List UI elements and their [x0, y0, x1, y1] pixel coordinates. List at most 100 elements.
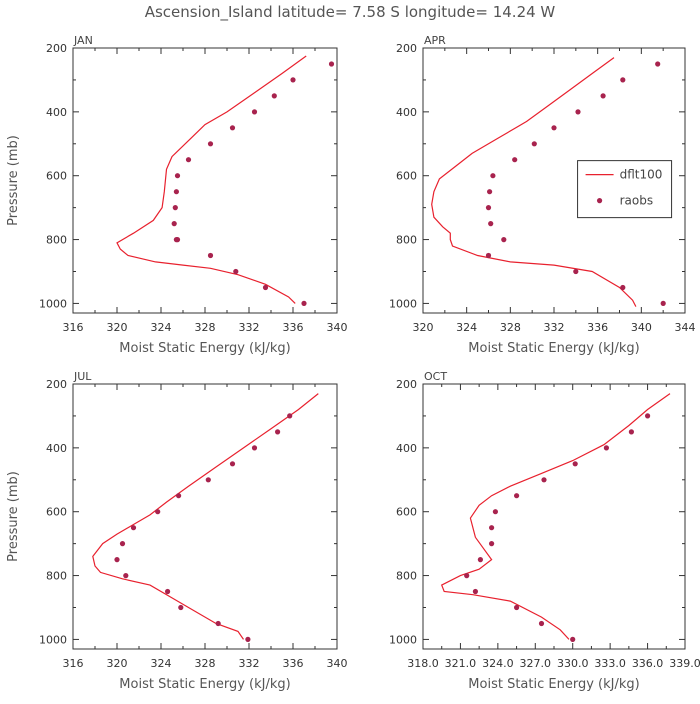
x-axis-label: Moist Static Energy (kJ/kg): [119, 677, 290, 692]
data-point-raobs: [290, 77, 296, 83]
x-tick-label: 320: [107, 657, 128, 670]
legend-entry-raobs: raobs: [620, 194, 654, 208]
y-tick-label: 1000: [39, 633, 67, 646]
figure-title: Ascension_Island latitude= 7.58 S longit…: [145, 3, 556, 22]
data-point-raobs: [233, 268, 239, 275]
x-tick-label: 336.0: [632, 657, 664, 670]
x-tick-label: 318.0: [407, 657, 439, 670]
data-point-raobs: [173, 189, 179, 195]
series-line-dflt100: [92, 393, 319, 640]
x-tick-label: 332: [544, 321, 565, 334]
y-tick-label: 600: [396, 506, 417, 519]
x-tick-label: 324: [151, 321, 172, 334]
data-point-raobs: [575, 109, 581, 115]
data-point-raobs: [501, 237, 507, 243]
x-tick-label: 324: [456, 321, 477, 334]
chart-panel-apr: APR 320 324 328 332 336 340 344 200 400 600 800 1000…: [389, 34, 696, 356]
data-point-raobs: [477, 557, 483, 563]
data-point-raobs: [514, 604, 520, 611]
x-tick-label: 332: [239, 657, 260, 670]
data-point-raobs: [489, 541, 495, 547]
data-point-raobs: [215, 620, 221, 627]
data-point-raobs: [155, 509, 161, 515]
x-tick-label: 340: [327, 321, 348, 334]
data-point-raobs: [551, 125, 557, 131]
y-tick-label: 800: [396, 570, 417, 583]
data-point-raobs: [472, 588, 478, 595]
y-tick-label: 1000: [39, 297, 67, 310]
plot-frame: [422, 383, 686, 650]
data-point-raobs: [173, 237, 179, 243]
data-point-raobs: [130, 525, 137, 531]
y-axis-label: Pressure (mb): [6, 471, 21, 562]
data-point-raobs: [174, 173, 181, 179]
x-tick-label: 344: [675, 321, 696, 334]
data-point-raobs: [655, 61, 661, 67]
data-point-raobs: [114, 557, 120, 563]
x-tick-label: 339.0: [669, 657, 700, 670]
data-point-raobs: [512, 157, 518, 163]
x-tick-label: 320: [413, 321, 434, 334]
x-tick-label: 328: [500, 321, 521, 334]
data-point-raobs: [165, 588, 171, 595]
data-point-raobs: [275, 429, 281, 435]
data-point-raobs: [600, 93, 606, 99]
data-point-raobs: [271, 93, 277, 99]
data-point-raobs: [207, 141, 214, 147]
data-point-raobs: [620, 284, 626, 291]
chart-panel-oct: OCT 318.0 321.0 324.0 327.0 330.0 333.0 336.0 33…: [389, 370, 700, 692]
data-point-raobs: [171, 221, 177, 227]
panel-title: JUL: [73, 370, 92, 383]
x-tick-label: 324.0: [482, 657, 514, 670]
x-tick-label: 328: [195, 657, 216, 670]
y-tick-label: 1000: [389, 297, 417, 310]
data-point-raobs: [573, 268, 579, 275]
y-tick-label: 400: [46, 106, 67, 119]
x-tick-label: 330.0: [557, 657, 589, 670]
data-point-raobs: [488, 221, 494, 227]
series-line-dflt100: [431, 57, 637, 307]
data-point-raobs: [538, 620, 545, 627]
y-axis-label: Pressure (mb): [6, 135, 21, 226]
x-tick-label: 340: [631, 321, 652, 334]
data-point-raobs: [572, 461, 578, 467]
y-tick-label: 200: [396, 42, 417, 55]
panel-title: APR: [424, 34, 446, 47]
data-point-raobs: [301, 300, 307, 306]
y-tick-label: 200: [396, 378, 417, 391]
x-tick-label: 336: [283, 321, 304, 334]
plot-frame: [72, 47, 338, 314]
data-point-raobs: [570, 636, 576, 643]
panel-title: JAN: [73, 34, 93, 47]
plot-frame: [72, 383, 338, 650]
panel-title: OCT: [424, 370, 447, 383]
data-point-raobs: [172, 205, 178, 211]
x-tick-label: 327.0: [520, 657, 552, 670]
x-tick-label: 328: [195, 321, 216, 334]
data-point-raobs: [251, 109, 258, 115]
series-line-dflt100: [440, 393, 671, 640]
y-tick-label: 800: [396, 234, 417, 247]
data-point-raobs: [287, 413, 293, 419]
y-tick-label: 200: [46, 42, 67, 55]
data-point-raobs: [620, 77, 626, 83]
data-point-raobs: [541, 477, 547, 483]
data-point-raobs: [178, 604, 184, 611]
x-tick-label: 320: [107, 321, 128, 334]
data-point-raobs: [531, 141, 537, 147]
y-tick-label: 400: [396, 106, 417, 119]
x-tick-label: 336: [587, 321, 608, 334]
y-tick-label: 200: [46, 378, 67, 391]
data-point-raobs: [123, 573, 129, 579]
chart-panel-jan: JAN 316 320 324 328 332 336 340 200 400 600 800 1000…: [6, 34, 348, 356]
data-point-raobs: [485, 205, 492, 211]
x-tick-label: 324: [151, 657, 172, 670]
data-point-raobs: [489, 525, 495, 531]
data-point-raobs: [490, 173, 496, 179]
legend-box: [577, 160, 673, 219]
x-tick-label: 336: [283, 657, 304, 670]
x-tick-label: 332: [239, 321, 260, 334]
data-point-raobs: [328, 61, 335, 67]
